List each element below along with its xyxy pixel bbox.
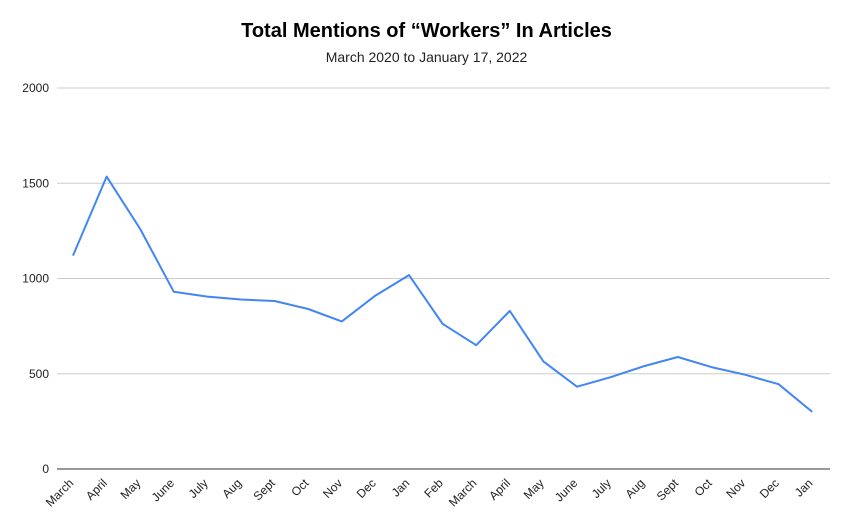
x-tick-label: March	[43, 476, 76, 509]
x-tick-label: May	[118, 476, 144, 502]
chart-subtitle: March 2020 to January 17, 2022	[325, 49, 528, 65]
x-tick-label: March	[446, 476, 479, 509]
x-tick-label: Jan	[389, 476, 413, 500]
data-point	[742, 372, 748, 378]
x-tick-label: Nov	[723, 476, 748, 501]
data-point	[574, 384, 580, 390]
x-tick-label: Jan	[792, 476, 816, 500]
y-tick-label: 500	[29, 367, 49, 381]
y-axis-ticks: 0 500 1000 1500 2000	[22, 81, 49, 476]
y-tick-label: 1000	[22, 272, 49, 286]
series-line	[72, 175, 813, 413]
x-tick-label: May	[521, 476, 547, 502]
x-tick-label: April	[83, 476, 110, 503]
chart-title: Total Mentions of “Workers” In Articles	[241, 20, 612, 42]
data-point	[507, 308, 513, 314]
data-point	[473, 342, 479, 348]
data-point	[776, 381, 782, 387]
y-tick-label: 2000	[22, 81, 49, 95]
x-tick-label: April	[486, 476, 513, 503]
gridlines	[57, 87, 830, 470]
data-point	[70, 253, 76, 259]
data-point	[608, 374, 614, 380]
x-tick-label: Aug	[622, 476, 647, 501]
y-tick-label: 1500	[22, 176, 49, 190]
data-point	[204, 294, 210, 300]
data-point	[540, 358, 546, 364]
data-point	[238, 296, 244, 302]
data-point	[440, 321, 446, 327]
data-point	[171, 289, 177, 295]
x-tick-label: Feb	[421, 476, 446, 501]
data-point	[272, 298, 278, 304]
data-point	[339, 318, 345, 324]
x-axis-ticks: March April May June July Aug Sept Oct Nov Dec Jan…	[43, 476, 816, 510]
y-tick-label: 0	[42, 462, 49, 476]
data-point	[372, 293, 378, 299]
x-tick-label: Aug	[219, 476, 244, 501]
x-tick-label: Dec	[354, 476, 379, 501]
x-tick-label: July	[589, 476, 614, 501]
x-tick-label: June	[149, 476, 178, 505]
x-tick-label: Oct	[692, 476, 716, 500]
x-tick-label: Sept	[251, 476, 279, 504]
data-point	[675, 354, 681, 360]
x-tick-label: Dec	[757, 476, 782, 501]
data-point	[809, 409, 815, 415]
data-point	[708, 364, 714, 370]
data-point	[406, 272, 412, 278]
x-tick-label: Sept	[654, 476, 682, 504]
x-tick-label: June	[552, 476, 581, 505]
data-point	[641, 363, 647, 369]
data-point	[137, 226, 143, 232]
data-point	[305, 306, 311, 312]
x-tick-label: Oct	[288, 476, 312, 500]
data-point	[104, 174, 110, 180]
series-layer	[70, 174, 815, 415]
x-tick-label: July	[186, 476, 211, 501]
x-tick-label: Nov	[320, 476, 345, 501]
